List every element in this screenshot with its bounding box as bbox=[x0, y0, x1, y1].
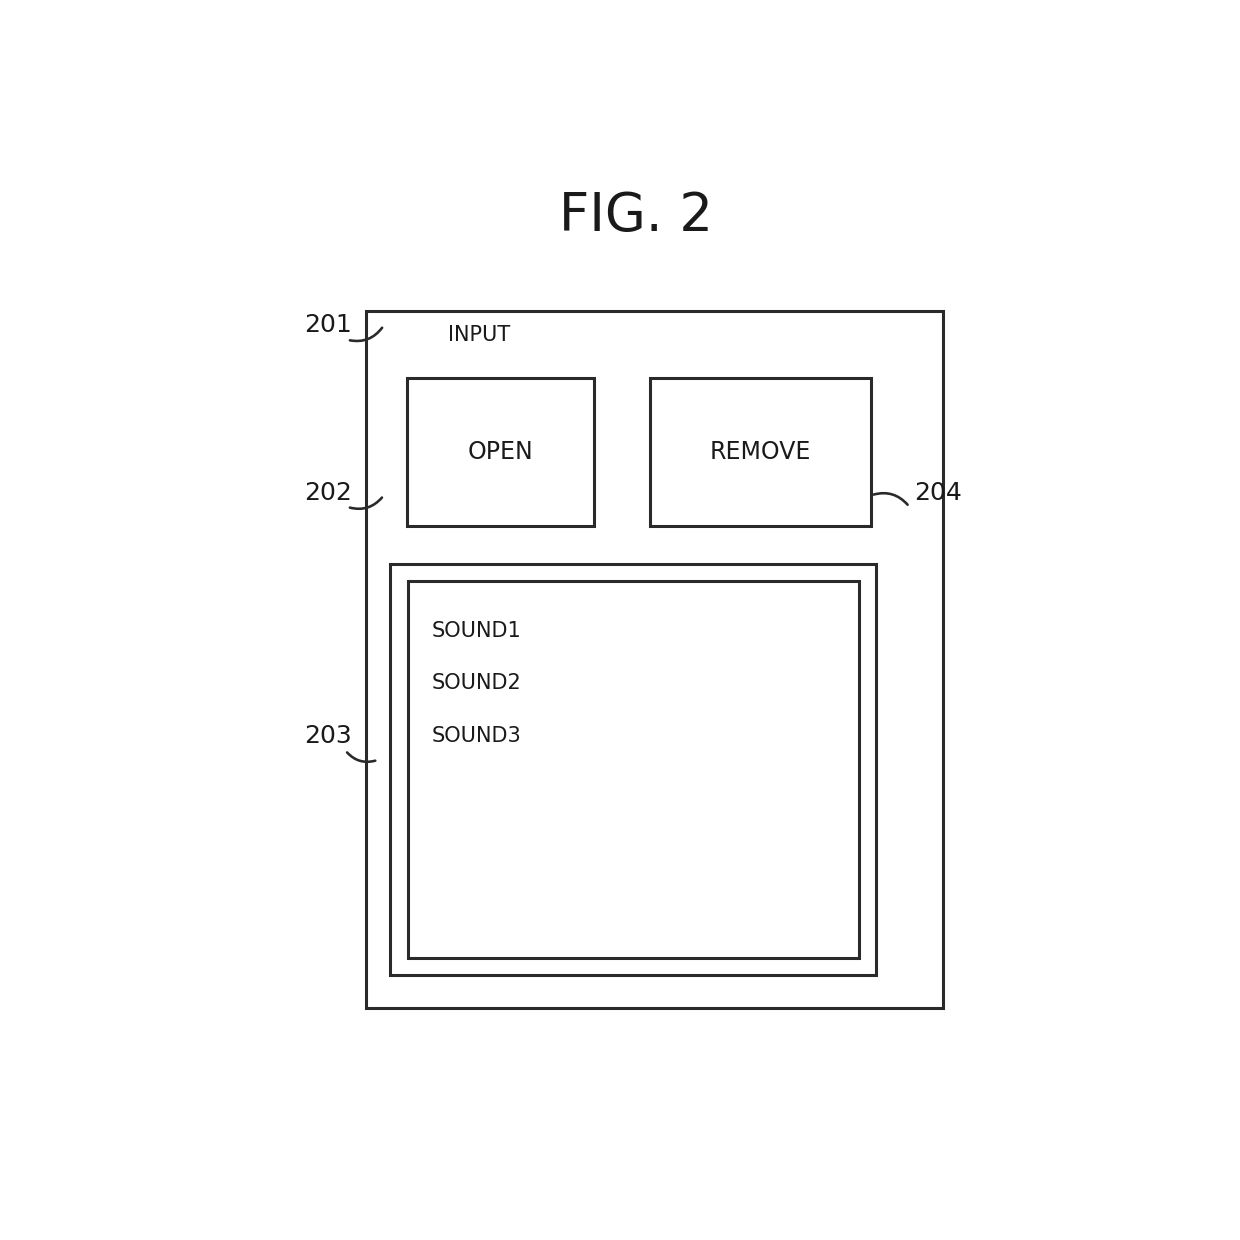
Text: 201: 201 bbox=[304, 314, 352, 337]
Bar bbox=[650, 378, 870, 526]
Text: OPEN: OPEN bbox=[467, 440, 533, 464]
Bar bbox=[408, 582, 859, 959]
Text: SOUND1: SOUND1 bbox=[432, 621, 522, 641]
Text: 204: 204 bbox=[914, 481, 962, 505]
Bar bbox=[367, 311, 942, 1008]
Text: SOUND2: SOUND2 bbox=[432, 673, 522, 693]
Text: INPUT: INPUT bbox=[448, 325, 511, 345]
Text: 202: 202 bbox=[304, 481, 352, 505]
Text: REMOVE: REMOVE bbox=[709, 440, 811, 464]
Bar bbox=[407, 378, 594, 526]
Bar bbox=[391, 564, 875, 975]
Text: 203: 203 bbox=[304, 724, 352, 748]
Text: SOUND3: SOUND3 bbox=[432, 725, 522, 746]
Text: FIG. 2: FIG. 2 bbox=[558, 190, 713, 242]
